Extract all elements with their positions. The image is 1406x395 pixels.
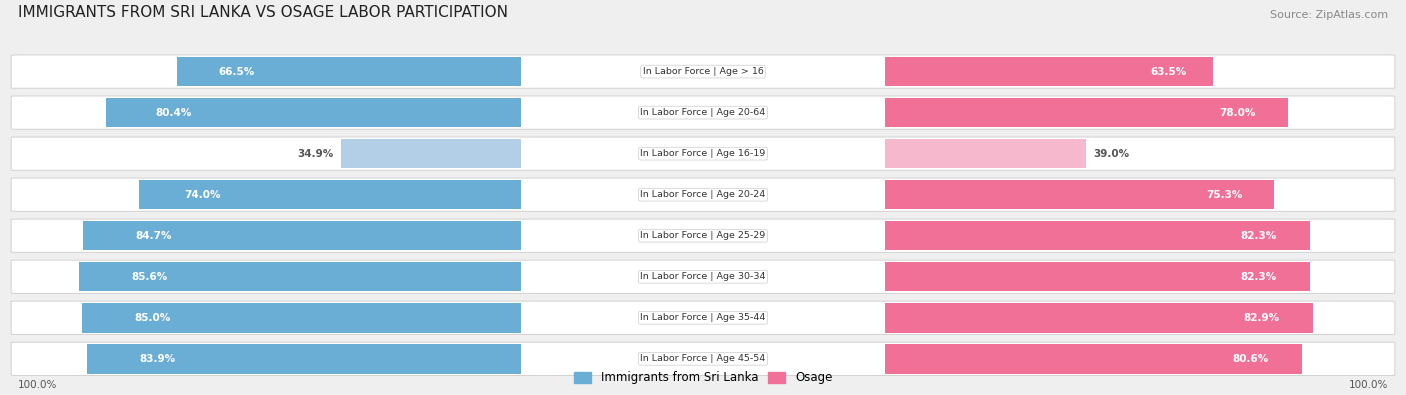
FancyBboxPatch shape	[11, 342, 1395, 375]
Bar	[83, 221, 522, 250]
Text: In Labor Force | Age > 16: In Labor Force | Age > 16	[643, 67, 763, 76]
Text: 66.5%: 66.5%	[219, 67, 254, 77]
Bar	[105, 98, 522, 128]
Bar	[79, 262, 522, 292]
Bar	[884, 303, 1313, 333]
Bar	[884, 57, 1213, 87]
Bar	[82, 303, 522, 333]
Text: IMMIGRANTS FROM SRI LANKA VS OSAGE LABOR PARTICIPATION: IMMIGRANTS FROM SRI LANKA VS OSAGE LABOR…	[18, 5, 508, 20]
Text: 75.3%: 75.3%	[1206, 190, 1243, 200]
Text: In Labor Force | Age 25-29: In Labor Force | Age 25-29	[640, 231, 766, 240]
Text: 82.3%: 82.3%	[1240, 272, 1277, 282]
Text: 83.9%: 83.9%	[139, 354, 176, 364]
Text: 34.9%: 34.9%	[298, 149, 333, 159]
Text: In Labor Force | Age 35-44: In Labor Force | Age 35-44	[640, 313, 766, 322]
FancyBboxPatch shape	[11, 301, 1395, 335]
FancyBboxPatch shape	[11, 137, 1395, 170]
Bar	[884, 180, 1274, 209]
Text: 63.5%: 63.5%	[1150, 67, 1187, 77]
FancyBboxPatch shape	[11, 178, 1395, 211]
Bar	[139, 180, 522, 209]
Bar	[340, 139, 522, 168]
Bar	[884, 139, 1087, 168]
FancyBboxPatch shape	[11, 219, 1395, 252]
Text: In Labor Force | Age 20-24: In Labor Force | Age 20-24	[640, 190, 766, 199]
Text: 85.6%: 85.6%	[132, 272, 167, 282]
Text: 80.6%: 80.6%	[1232, 354, 1268, 364]
Text: 100.0%: 100.0%	[18, 380, 58, 390]
Text: 74.0%: 74.0%	[184, 190, 221, 200]
Text: In Labor Force | Age 16-19: In Labor Force | Age 16-19	[640, 149, 766, 158]
Text: In Labor Force | Age 45-54: In Labor Force | Age 45-54	[640, 354, 766, 363]
Text: In Labor Force | Age 30-34: In Labor Force | Age 30-34	[640, 272, 766, 281]
Text: 82.3%: 82.3%	[1240, 231, 1277, 241]
Text: In Labor Force | Age 20-64: In Labor Force | Age 20-64	[640, 108, 766, 117]
Text: 80.4%: 80.4%	[156, 107, 191, 118]
Legend: Immigrants from Sri Lanka, Osage: Immigrants from Sri Lanka, Osage	[569, 367, 837, 389]
Text: 85.0%: 85.0%	[135, 313, 170, 323]
Text: Source: ZipAtlas.com: Source: ZipAtlas.com	[1270, 10, 1388, 20]
Bar	[884, 98, 1288, 128]
Text: 84.7%: 84.7%	[136, 231, 173, 241]
Text: 78.0%: 78.0%	[1219, 107, 1256, 118]
FancyBboxPatch shape	[11, 55, 1395, 88]
Bar	[884, 221, 1310, 250]
Bar	[87, 344, 522, 374]
Bar	[884, 262, 1310, 292]
Bar	[177, 57, 522, 87]
Text: 39.0%: 39.0%	[1094, 149, 1129, 159]
FancyBboxPatch shape	[11, 260, 1395, 293]
FancyBboxPatch shape	[11, 96, 1395, 129]
Text: 82.9%: 82.9%	[1243, 313, 1279, 323]
Bar	[884, 344, 1302, 374]
Text: 100.0%: 100.0%	[1348, 380, 1388, 390]
